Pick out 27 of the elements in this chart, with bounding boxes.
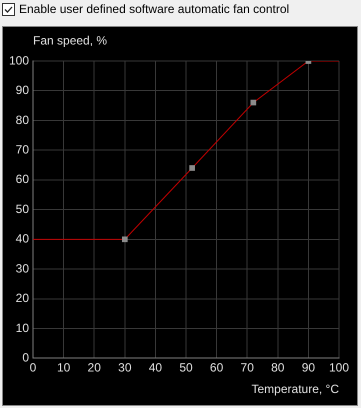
y-tick-label: 60 <box>16 172 30 186</box>
y-tick-label: 20 <box>16 291 30 306</box>
x-tick-label: 100 <box>328 360 350 375</box>
y-tick-label: 90 <box>16 83 30 98</box>
y-axis-title: Fan speed, % <box>33 33 108 48</box>
y-tick-label: 30 <box>16 261 30 276</box>
x-tick-label: 40 <box>148 360 162 375</box>
x-tick-label: 80 <box>271 360 285 375</box>
x-tick-label: 20 <box>88 360 102 375</box>
y-tick-label: 0 <box>22 350 30 365</box>
point <box>189 165 195 171</box>
y-tick-label: 10 <box>16 320 30 335</box>
y-tick-label: 80 <box>16 112 30 127</box>
x-tick-label: 50 <box>179 360 194 375</box>
y-tick-label: 40 <box>16 232 30 246</box>
x-tick-label: 60 <box>210 360 224 375</box>
point <box>250 100 256 106</box>
x-axis-title: Temperature, °C <box>252 382 340 396</box>
y-tick-label: 50 <box>16 202 30 216</box>
text: Enable user defined software automatic fan control <box>19 2 290 16</box>
y-tick-label: 70 <box>16 142 30 156</box>
x-tick-label: 90 <box>302 360 316 375</box>
x-tick-label: 10 <box>56 360 71 375</box>
y-tick-label: 100 <box>8 53 30 68</box>
x-tick-label: 30 <box>118 360 132 375</box>
point <box>122 236 128 242</box>
x-tick-label: 70 <box>240 360 254 375</box>
